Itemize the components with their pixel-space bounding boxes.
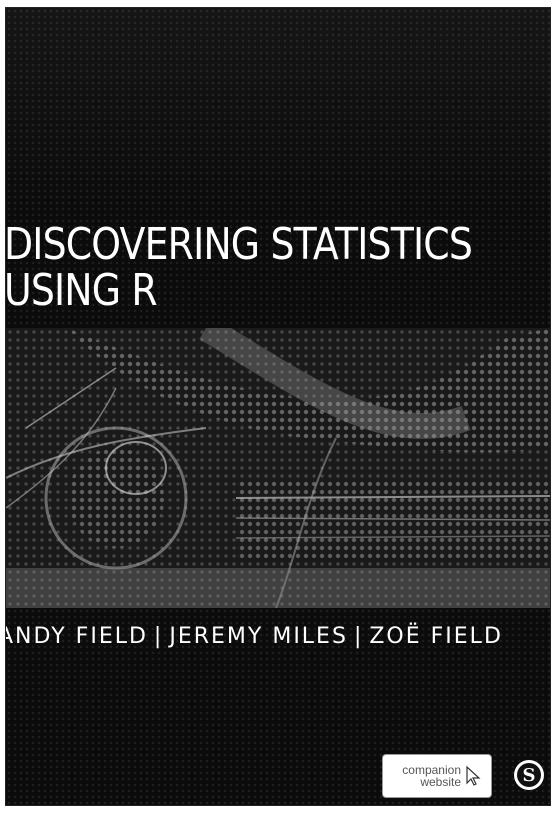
cover-artwork (6, 328, 550, 608)
author-line: ANDY FIELD | JEREMY MILES | ZOË FIELD (6, 624, 503, 649)
author-2: JEREMY MILES (169, 624, 348, 649)
author-1: ANDY FIELD (6, 624, 148, 649)
companion-label: companion (402, 763, 461, 777)
companion-website-text: companion website (395, 764, 461, 788)
title-line-1: DISCOVERING STATISTICS (6, 219, 473, 270)
author-3: ZOË FIELD (369, 624, 503, 649)
mouse-pointer-icon (466, 765, 481, 786)
author-separator: | (153, 624, 164, 649)
publisher-s-icon: S (517, 763, 541, 787)
book-cover: DISCOVERING STATISTICS USING R ANDY FIEL… (6, 8, 550, 805)
publisher-logo: S (514, 760, 544, 790)
website-label: website (420, 775, 461, 789)
book-title: DISCOVERING STATISTICS USING R (6, 219, 473, 316)
author-separator: | (353, 624, 364, 649)
title-line-2: USING R (6, 265, 158, 316)
cover-top-background (6, 8, 550, 208)
companion-website-badge: companion website (382, 754, 492, 798)
